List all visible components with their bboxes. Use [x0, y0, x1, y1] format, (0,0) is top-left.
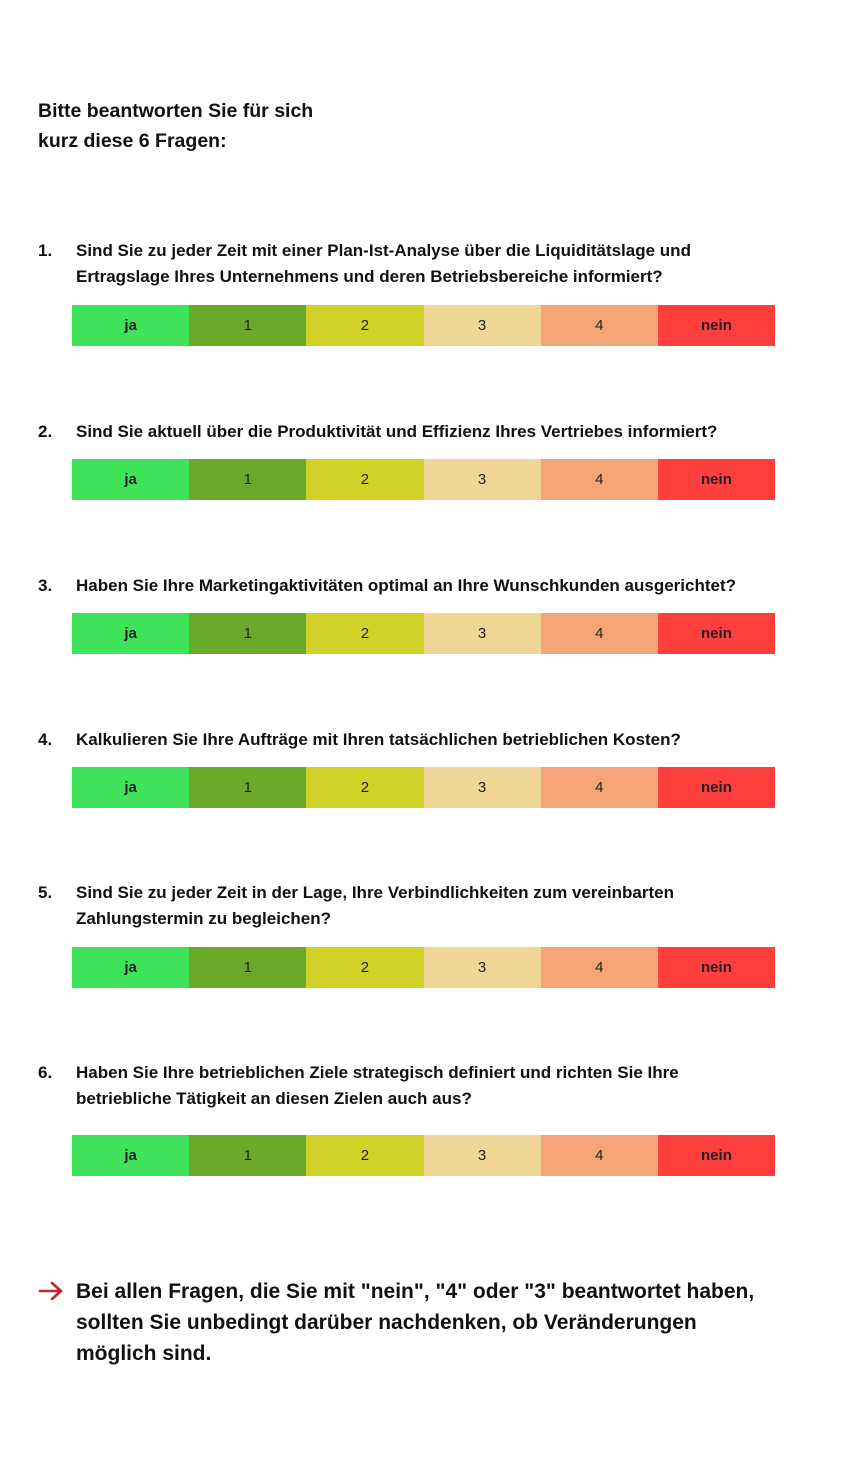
- rating-option-ja[interactable]: ja: [72, 947, 190, 988]
- rating-option-ja[interactable]: ja: [72, 459, 190, 500]
- rating-option-nein[interactable]: nein: [657, 459, 776, 500]
- rating-scale: ja 1 2 3 4 nein: [72, 305, 776, 346]
- rating-scale: ja 1 2 3 4 nein: [72, 1135, 776, 1176]
- rating-option-3[interactable]: 3: [423, 613, 541, 654]
- question-text-line-2: Zahlungstermin zu begleichen?: [76, 909, 332, 928]
- rating-option-2[interactable]: 2: [306, 1135, 424, 1176]
- rating-option-1[interactable]: 1: [189, 1135, 307, 1176]
- question-1: 1. Sind Sie zu jeder Zeit mit einer Plan…: [0, 238, 844, 346]
- question-number: 4.: [38, 730, 53, 749]
- question-text-line-1: Sind Sie aktuell über die Produktivität …: [76, 422, 718, 441]
- arrow-right-icon: [38, 1281, 63, 1301]
- question-6: 6. Haben Sie Ihre betrieblichen Ziele st…: [0, 1060, 844, 1176]
- rating-option-3[interactable]: 3: [423, 947, 541, 988]
- rating-option-nein[interactable]: nein: [657, 947, 776, 988]
- rating-option-ja[interactable]: ja: [72, 305, 190, 346]
- question-4: 4. Kalkulieren Sie Ihre Aufträge mit Ihr…: [0, 727, 844, 808]
- closing-note-text: Bei allen Fragen, die Sie mit "nein", "4…: [76, 1276, 796, 1369]
- rating-option-4[interactable]: 4: [540, 613, 658, 654]
- question-text-line-2: betriebliche Tätigkeit an diesen Zielen …: [76, 1089, 472, 1108]
- closing-note-line-3: möglich sind.: [76, 1342, 212, 1365]
- rating-option-ja[interactable]: ja: [72, 767, 190, 808]
- question-number: 3.: [38, 576, 53, 595]
- rating-option-1[interactable]: 1: [189, 613, 307, 654]
- rating-scale: ja 1 2 3 4 nein: [72, 613, 776, 654]
- rating-option-2[interactable]: 2: [306, 613, 424, 654]
- question-number: 2.: [38, 422, 53, 441]
- question-text-line-1: Haben Sie Ihre Marketingaktivitäten opti…: [76, 576, 736, 595]
- closing-note-line-1: Bei allen Fragen, die Sie mit "nein", "4…: [76, 1280, 755, 1303]
- question-number: 5.: [38, 883, 53, 902]
- question-text: Sind Sie zu jeder Zeit in der Lage, Ihre…: [76, 880, 796, 932]
- rating-option-nein[interactable]: nein: [657, 767, 776, 808]
- question-text-line-1: Haben Sie Ihre betrieblichen Ziele strat…: [76, 1063, 679, 1082]
- rating-option-1[interactable]: 1: [189, 767, 307, 808]
- rating-option-2[interactable]: 2: [306, 305, 424, 346]
- question-text-line-1: Kalkulieren Sie Ihre Aufträge mit Ihren …: [76, 730, 681, 749]
- question-text: Kalkulieren Sie Ihre Aufträge mit Ihren …: [76, 727, 796, 753]
- question-text: Haben Sie Ihre betrieblichen Ziele strat…: [76, 1060, 796, 1112]
- rating-option-4[interactable]: 4: [540, 947, 658, 988]
- rating-option-ja[interactable]: ja: [72, 1135, 190, 1176]
- question-2: 2. Sind Sie aktuell über die Produktivit…: [0, 419, 844, 500]
- rating-option-nein[interactable]: nein: [657, 1135, 776, 1176]
- rating-option-4[interactable]: 4: [540, 459, 658, 500]
- rating-option-2[interactable]: 2: [306, 947, 424, 988]
- rating-option-1[interactable]: 1: [189, 947, 307, 988]
- rating-option-3[interactable]: 3: [423, 459, 541, 500]
- rating-option-4[interactable]: 4: [540, 305, 658, 346]
- intro-line-1: Bitte beantworten Sie für sich: [38, 100, 314, 122]
- rating-option-nein[interactable]: nein: [657, 305, 776, 346]
- question-text-line-1: Sind Sie zu jeder Zeit in der Lage, Ihre…: [76, 883, 674, 902]
- question-text-line-1: Sind Sie zu jeder Zeit mit einer Plan-Is…: [76, 241, 691, 260]
- question-text: Sind Sie zu jeder Zeit mit einer Plan-Is…: [76, 238, 796, 290]
- rating-option-3[interactable]: 3: [423, 767, 541, 808]
- question-3: 3. Haben Sie Ihre Marketingaktivitäten o…: [0, 573, 844, 654]
- rating-scale: ja 1 2 3 4 nein: [72, 767, 776, 808]
- question-text: Haben Sie Ihre Marketingaktivitäten opti…: [76, 573, 796, 599]
- closing-note-line-2: sollten Sie unbedingt darüber nachdenken…: [76, 1311, 697, 1334]
- question-number: 6.: [38, 1063, 53, 1082]
- rating-option-3[interactable]: 3: [423, 305, 541, 346]
- rating-scale: ja 1 2 3 4 nein: [72, 459, 776, 500]
- rating-option-nein[interactable]: nein: [657, 613, 776, 654]
- rating-option-1[interactable]: 1: [189, 305, 307, 346]
- rating-option-2[interactable]: 2: [306, 459, 424, 500]
- rating-option-ja[interactable]: ja: [72, 613, 190, 654]
- intro-line-2: kurz diese 6 Fragen:: [38, 130, 227, 152]
- intro-heading: Bitte beantworten Sie für sich kurz dies…: [38, 96, 458, 156]
- question-5: 5. Sind Sie zu jeder Zeit in der Lage, I…: [0, 880, 844, 988]
- question-text-line-2: Ertragslage Ihres Unternehmens und deren…: [76, 267, 663, 286]
- question-text: Sind Sie aktuell über die Produktivität …: [76, 419, 796, 445]
- rating-option-4[interactable]: 4: [540, 1135, 658, 1176]
- question-number: 1.: [38, 241, 53, 260]
- rating-option-1[interactable]: 1: [189, 459, 307, 500]
- rating-option-3[interactable]: 3: [423, 1135, 541, 1176]
- rating-option-4[interactable]: 4: [540, 767, 658, 808]
- rating-scale: ja 1 2 3 4 nein: [72, 947, 776, 988]
- rating-option-2[interactable]: 2: [306, 767, 424, 808]
